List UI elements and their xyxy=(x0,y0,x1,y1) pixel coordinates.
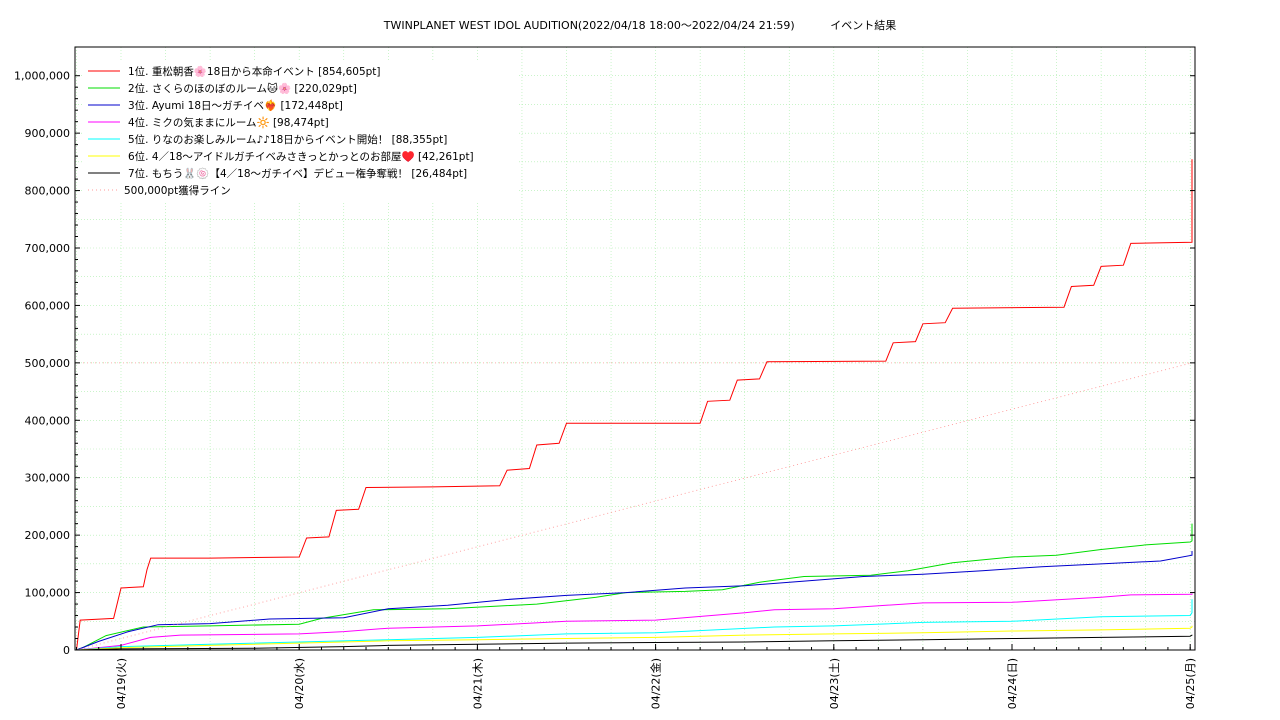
x-axis: 04/19(火) 04/20(水) 04/21(木) 04/22(金) 04/23(土)… xyxy=(75,644,1197,709)
legend-entry: 5位. りなのお楽しみルーム♪♪18日からイベント開始！ [88,355pt] xyxy=(128,133,447,146)
plot-frame xyxy=(74,46,1196,651)
legend-entry: 3位. Ayumi 18日〜ガチイベ❤️‍🔥 [172,448pt] xyxy=(128,99,343,112)
y-tick-label: 400,000 xyxy=(25,414,71,427)
x-tick-label: 04/19(火) xyxy=(115,658,128,709)
series-line-6 xyxy=(76,625,1193,651)
x-tick-label: 04/23(土) xyxy=(828,658,841,709)
series-line-4 xyxy=(76,593,1193,651)
y-tick-label: 100,000 xyxy=(25,587,71,600)
y-tick-label: 1,000,000 xyxy=(14,70,70,83)
legend-entry: 4位. ミクの気ままにルーム🔆 [98,474pt] xyxy=(128,116,329,129)
legend-entry: 2位. さくらのほのぼのルーム🐱🌸 [220,029pt] xyxy=(128,82,357,95)
chart-title-bar: TWINPLANET WEST IDOL AUDITION(2022/04/18… xyxy=(0,17,1280,33)
series-line-2 xyxy=(76,523,1193,651)
legend-entry: 1位. 重松朝香🌸18日から本命イベント [854,605pt] xyxy=(128,65,381,78)
legend-entry: 500,000pt獲得ライン xyxy=(124,184,231,197)
chart-title: TWINPLANET WEST IDOL AUDITION(2022/04/18… xyxy=(383,19,795,32)
y-tick-label: 300,000 xyxy=(25,472,71,485)
x-tick-label: 04/21(木) xyxy=(471,658,484,709)
x-tick-label: 04/24(日) xyxy=(1006,658,1019,709)
x-tick-label: 04/25(月) xyxy=(1184,658,1197,709)
y-tick-label: 600,000 xyxy=(25,299,71,312)
y-tick-label: 900,000 xyxy=(25,127,71,140)
series-line-5 xyxy=(76,599,1193,651)
x-tick-label: 04/22(金) xyxy=(649,658,663,709)
y-tick-label: 700,000 xyxy=(25,242,71,255)
series-line-7 xyxy=(76,634,1193,651)
y-tick-label: 0 xyxy=(63,644,70,657)
legend: 1位. 重松朝香🌸18日から本命イベント [854,605pt] 2位. さくらの… xyxy=(82,60,517,202)
legend-entry: 6位. 4／18〜アイドルガチイベみさきっとかっとのお部屋♥️ [42,261p… xyxy=(128,150,474,163)
series-lines xyxy=(76,159,1193,651)
y-tick-label: 800,000 xyxy=(25,185,71,198)
y-tick-label: 200,000 xyxy=(25,529,71,542)
legend-entry: 7位. もちう🐰🍥【4／18〜ガチイベ】デビュー権争奪戦！ [26,484pt] xyxy=(128,167,467,180)
series-line-1 xyxy=(76,159,1193,651)
legend-background xyxy=(82,60,517,202)
x-tick-label: 04/20(水) xyxy=(293,658,306,709)
y-axis: 0 100,000 200,000 300,000 400,000 500,000 600,… xyxy=(14,70,1195,657)
chart-subtitle: イベント結果 xyxy=(830,19,897,32)
y-tick-label: 500,000 xyxy=(25,357,71,370)
series-line-3 xyxy=(76,551,1193,651)
